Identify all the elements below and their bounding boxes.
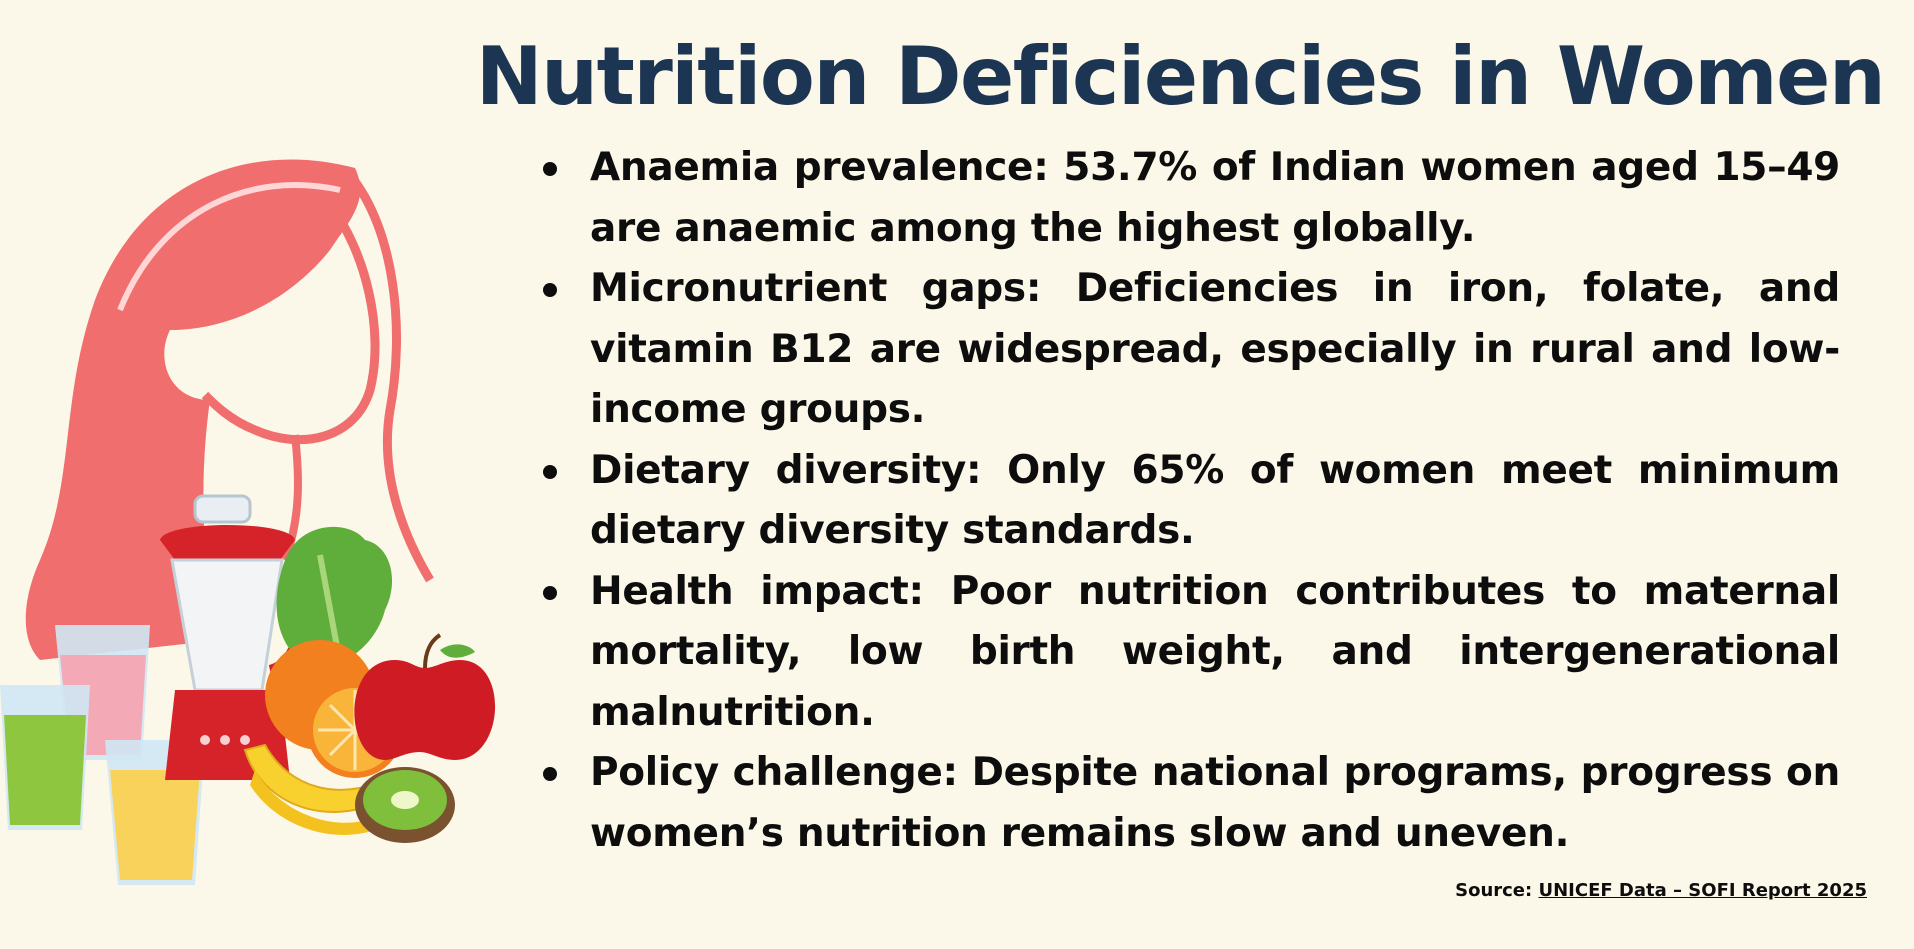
source-label: Source: [1455, 880, 1539, 901]
vegetables-fruits-icon [243, 526, 496, 843]
source-citation: Source: UNICEF Data – SOFI Report 2025 [1455, 880, 1867, 901]
woman-with-fruits-illustration [0, 159, 496, 885]
bullet-policy-challenge: Policy challenge: Despite national progr… [543, 743, 1840, 864]
page-title: Nutrition Deficiencies in Women [475, 30, 1886, 123]
bullet-dietary-diversity: Dietary diversity: Only 65% of women mee… [543, 441, 1840, 562]
source-link[interactable]: UNICEF Data – SOFI Report 2025 [1538, 880, 1867, 901]
bullet-anaemia-prevalence: Anaemia prevalence: 53.7% of Indian wome… [543, 138, 1840, 259]
bullet-health-impact: Health impact: Poor nutrition contribute… [543, 562, 1840, 744]
bullet-list: Anaemia prevalence: 53.7% of Indian wome… [543, 138, 1840, 864]
bullet-micronutrient-gaps: Micronutrient gaps: Deficiencies in iron… [543, 259, 1840, 441]
